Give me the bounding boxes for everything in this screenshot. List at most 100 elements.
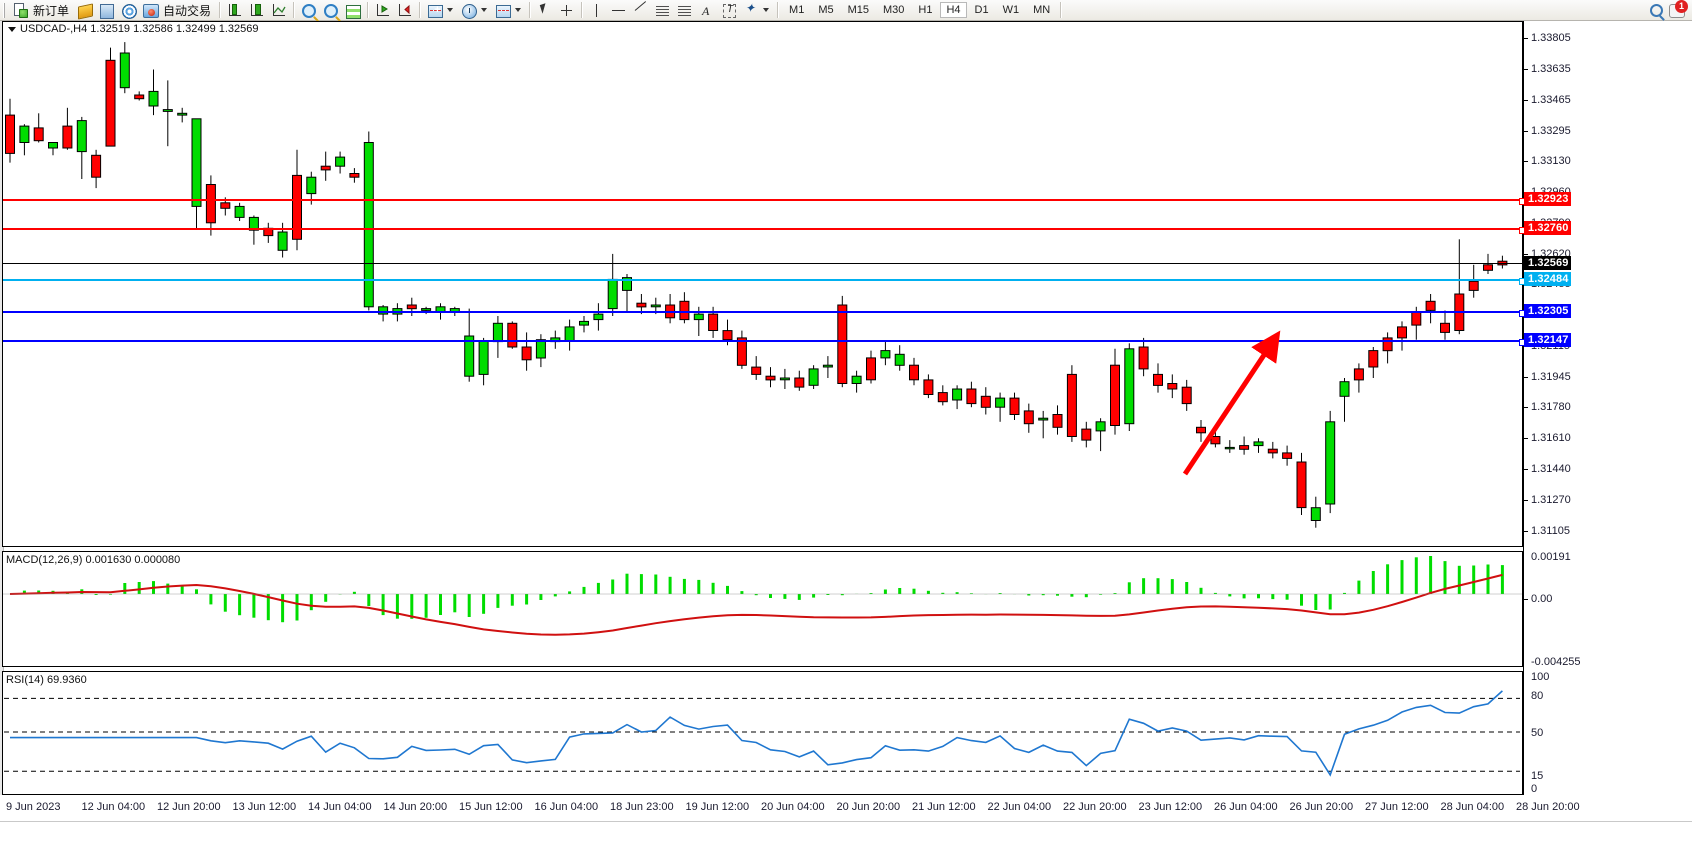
price-tick-label: 1.33295: [1531, 124, 1571, 137]
indicators-button[interactable]: [424, 1, 458, 20]
macd-pane[interactable]: [2, 551, 1523, 667]
timeframe-h1[interactable]: H1: [918, 4, 933, 16]
text-button[interactable]: A: [696, 1, 718, 20]
grid-button[interactable]: [342, 1, 364, 20]
save-icon: [76, 2, 94, 20]
level-tag-resistance-2[interactable]: 1.32923: [1524, 191, 1572, 206]
symbol-label: USDCAD-,H4 1.32519 1.32586 1.32499 1.325…: [8, 23, 259, 35]
level-tag-support-1[interactable]: 1.32305: [1524, 304, 1572, 319]
time-tick-label: 15 Jun 12:00: [459, 801, 523, 813]
price-tick-label: 1.31945: [1531, 371, 1571, 384]
toolbar-separator: [219, 2, 222, 18]
horizontal-line-button[interactable]: [608, 1, 630, 20]
save-button[interactable]: [74, 1, 96, 20]
level-tag-resistance-1[interactable]: 1.32760: [1524, 221, 1572, 236]
timeframe-m15[interactable]: M15: [847, 4, 869, 16]
candle-chart-button[interactable]: [246, 1, 268, 20]
text-icon: A: [702, 3, 710, 18]
grid-icon: [344, 2, 362, 19]
toolbar-separator: [1060, 2, 1063, 18]
time-tick-label: 20 Jun 04:00: [761, 801, 825, 813]
price-tick-label: 1.31440: [1531, 463, 1571, 476]
cursor-icon: [536, 2, 554, 19]
level-line-support-ref[interactable]: [3, 277, 1526, 285]
channel-icon: [654, 2, 672, 19]
market-watch-icon: [120, 2, 138, 19]
trendline-button[interactable]: [630, 1, 652, 20]
time-tick-label: 23 Jun 12:00: [1138, 801, 1203, 813]
price-tick: [1524, 130, 1528, 132]
price-tick: [1524, 68, 1528, 70]
price-tick-label: 1.31105: [1531, 524, 1570, 537]
fibonacci-button[interactable]: [674, 1, 696, 20]
objects-icon: [742, 1, 760, 19]
timeframe-h4[interactable]: H4: [940, 2, 967, 18]
timeframe-m30[interactable]: M30: [883, 4, 905, 16]
level-line-support-1[interactable]: [3, 310, 1526, 318]
symbol-ohlc-text: USDCAD-,H4 1.32519 1.32586 1.32499 1.325…: [20, 23, 259, 35]
market-watch-button[interactable]: [118, 1, 140, 20]
search-icon: [1646, 2, 1664, 19]
level-line-support-2[interactable]: [3, 339, 1526, 347]
level-tag-support-2[interactable]: 1.32147: [1524, 333, 1572, 348]
timeframe-w1[interactable]: W1: [1002, 4, 1020, 16]
cursor-button[interactable]: [534, 1, 556, 20]
bar-chart-button[interactable]: [224, 1, 246, 20]
timeframe-m5[interactable]: M5: [818, 4, 834, 16]
new-order-button[interactable]: 新订单: [10, 1, 74, 20]
autoscroll-button[interactable]: [394, 1, 416, 20]
zoom-in-button[interactable]: [298, 1, 320, 20]
search-button[interactable]: [1644, 1, 1666, 20]
time-tick-label: 27 Jun 12:00: [1365, 801, 1429, 813]
level-tag-support-ref[interactable]: 1.32484: [1524, 271, 1572, 286]
time-tick-label: 16 Jun 04:00: [534, 801, 599, 813]
macd-label: MACD(12,26,9) 0.001630 0.000080: [6, 554, 181, 566]
rsi-axis-label: 80: [1531, 690, 1544, 702]
toolbar-grip[interactable]: [1, 1, 8, 19]
time-tick-label: 19 Jun 12:00: [685, 801, 750, 813]
toolbar-separator: [367, 2, 370, 18]
data-window-button[interactable]: [96, 1, 118, 20]
candlestick-plot: [5, 42, 1508, 528]
line-chart-button[interactable]: [268, 1, 290, 20]
rsi-pane[interactable]: [2, 671, 1523, 795]
crosshair-button[interactable]: [556, 1, 578, 20]
level-line-resistance-2[interactable]: [3, 197, 1526, 205]
chart-area[interactable]: USDCAD-,H4 1.32519 1.32586 1.32499 1.325…: [0, 21, 1692, 844]
objects-button[interactable]: [740, 1, 774, 20]
price-tick: [1524, 160, 1528, 162]
text-label-button[interactable]: [718, 1, 740, 20]
chevron-down-icon[interactable]: [515, 8, 522, 12]
bid-price-tag: 1.32569: [1524, 256, 1572, 271]
equidistant-channel-button[interactable]: [652, 1, 674, 20]
price-tick-label: 1.33635: [1531, 62, 1571, 75]
timeframe-d1[interactable]: D1: [974, 4, 989, 16]
chevron-down-icon[interactable]: [481, 8, 488, 12]
templates-button[interactable]: [492, 1, 526, 20]
chevron-down-icon[interactable]: [763, 8, 770, 12]
fibonacci-icon: [676, 2, 694, 19]
auto-trading-button[interactable]: 自动交易: [140, 1, 216, 20]
chart-shift-button[interactable]: [372, 1, 394, 20]
price-pane[interactable]: [2, 21, 1523, 547]
collapse-triangle-icon[interactable]: [8, 26, 16, 32]
period-button[interactable]: [458, 1, 492, 20]
alerts-button[interactable]: 1: [1666, 0, 1688, 20]
chevron-down-icon[interactable]: [447, 8, 454, 12]
timeframe-m1[interactable]: M1: [789, 4, 805, 16]
macd-axis-label: -0.004255: [1531, 656, 1581, 668]
rsi-axis-label: 15: [1531, 770, 1544, 782]
time-tick-label: 12 Jun 20:00: [157, 801, 221, 813]
toolbar-separator: [529, 2, 532, 18]
time-tick-label: 13 Jun 12:00: [232, 801, 297, 813]
period-icon: [460, 2, 478, 19]
price-tick: [1524, 377, 1528, 379]
timeframe-mn[interactable]: MN: [1033, 4, 1051, 16]
zoom-out-button[interactable]: [320, 1, 342, 20]
price-tick-label: 1.31780: [1531, 401, 1571, 414]
level-line-resistance-1[interactable]: [3, 227, 1526, 235]
time-axis[interactable]: 9 Jun 2023 12 Jun 04:00 12 Jun 20:00 13 Jun…: [2, 797, 1580, 819]
vertical-line-button[interactable]: [586, 1, 608, 20]
time-tick-label: 28 Jun 04:00: [1440, 801, 1505, 813]
time-tick-label: 26 Jun 20:00: [1289, 801, 1354, 813]
